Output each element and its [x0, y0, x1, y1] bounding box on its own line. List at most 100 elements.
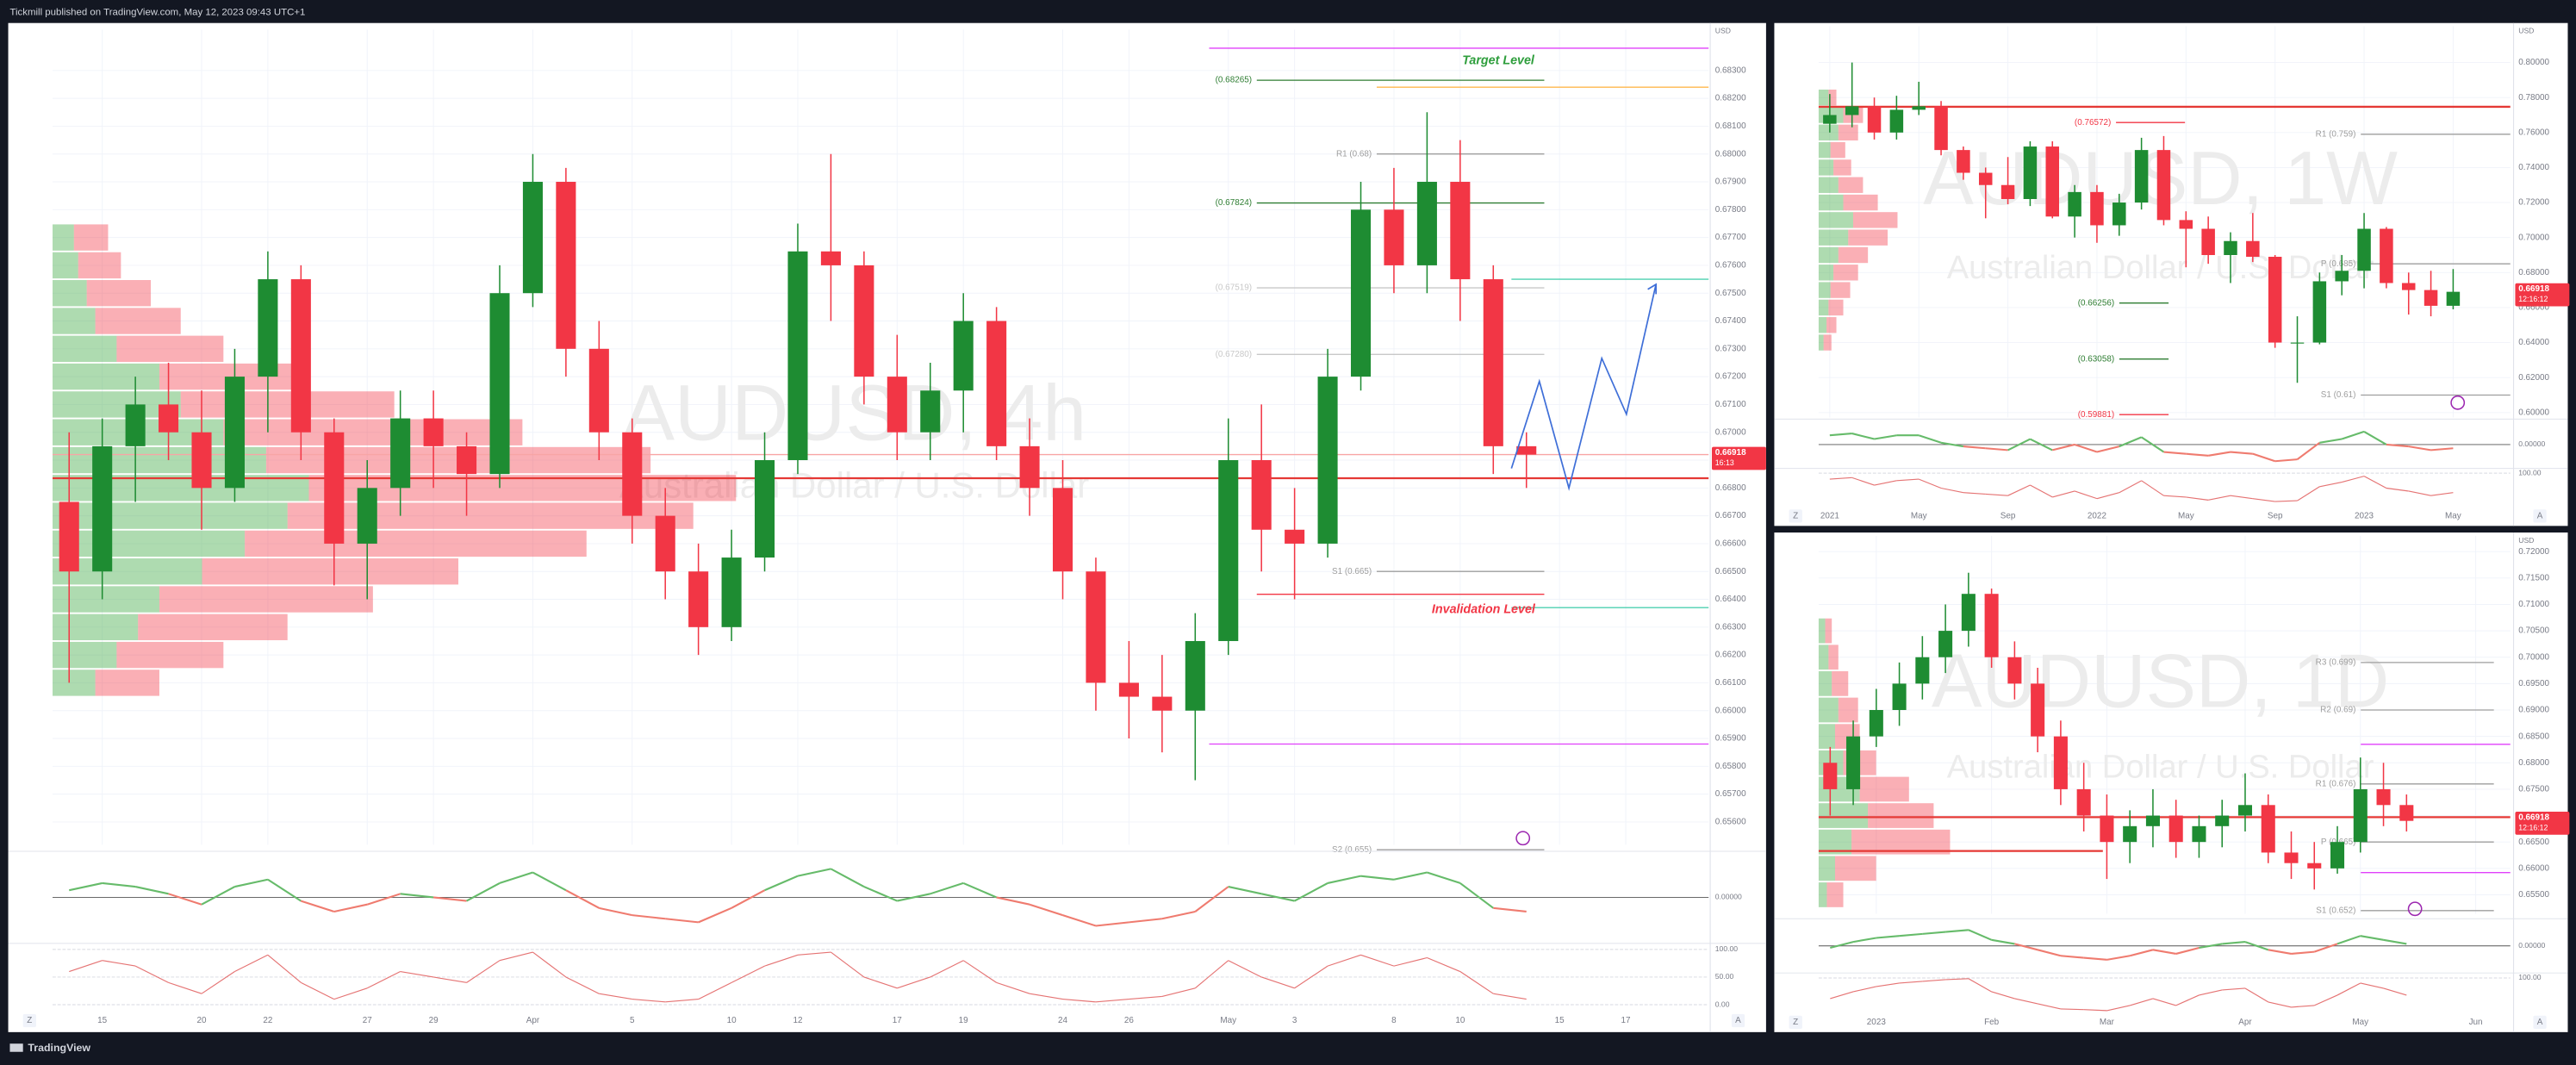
- stochastic-segment: [2014, 998, 2038, 1005]
- z-button[interactable]: [1789, 509, 1802, 523]
- profile-buy: [1818, 334, 1824, 351]
- candle-body: [1251, 460, 1272, 530]
- stochastic-segment: [1985, 493, 2008, 496]
- y-tick-label: 0.68000: [2518, 758, 2549, 768]
- publish-header: Tickmill published on TradingView.com, M…: [9, 7, 305, 17]
- z-button[interactable]: [22, 1013, 36, 1028]
- x-tick-label: 2023: [2355, 512, 2374, 521]
- profile-sell: [73, 224, 109, 251]
- chart-panel: USD0.655000.660000.665000.670000.675000.…: [1774, 532, 2570, 1032]
- candle-body: [2353, 788, 2368, 843]
- y-tick-label: 0.68000: [2518, 268, 2549, 277]
- oscillator-segment: [532, 871, 567, 892]
- candle-body: [2446, 291, 2461, 306]
- oscillator-segment: [962, 881, 998, 899]
- oscillator-segment: [1228, 886, 1262, 895]
- profile-buy: [1818, 177, 1839, 193]
- stochastic-segment: [400, 970, 434, 978]
- candle-body: [2246, 240, 2260, 258]
- alert-icon[interactable]: [1515, 831, 1531, 846]
- x-tick-label: 2022: [2088, 512, 2107, 521]
- alert-icon[interactable]: [2407, 901, 2423, 917]
- oscillator-segment: [2163, 451, 2187, 455]
- oscillator-segment: [1851, 433, 1875, 440]
- a-button[interactable]: [2533, 1015, 2547, 1030]
- oscillator-segment: [2083, 956, 2107, 961]
- z-button[interactable]: [1789, 1015, 1802, 1030]
- oscillator-segment: [2313, 943, 2338, 953]
- candle-body: [1823, 115, 1837, 124]
- oscillator-segment: [2007, 438, 2031, 452]
- oscillator-segment: [1029, 903, 1063, 917]
- profile-sell: [1838, 177, 1864, 193]
- candle-body: [2237, 805, 2253, 816]
- level-label: (0.68265): [1216, 76, 1252, 85]
- oscillator-segment: [1963, 445, 1986, 450]
- y-tick-label: 0.70000: [2518, 652, 2549, 662]
- candle-body: [1912, 106, 1926, 110]
- stochastic-segment: [2152, 998, 2176, 1006]
- stochastic-segment: [2363, 476, 2387, 489]
- level-label: S1 (0.665): [1332, 567, 1372, 576]
- price-tag: [2515, 812, 2570, 835]
- candle-body: [854, 265, 874, 377]
- profile-sell: [1843, 194, 1878, 211]
- candle-body: [290, 279, 311, 433]
- profile-buy: [1818, 645, 1829, 670]
- profile-sell: [1826, 317, 1837, 333]
- stochastic-segment: [466, 960, 501, 983]
- y-tick-label: 0.67300: [1715, 344, 1746, 353]
- candle-body: [588, 348, 609, 433]
- profile-sell: [1838, 697, 1858, 723]
- oscillator-segment: [2175, 947, 2200, 955]
- y-tick-label: 0.67900: [1715, 178, 1746, 187]
- oscillator-segment: [1829, 433, 1852, 437]
- oscillator-segment: [134, 886, 169, 895]
- stochastic-segment: [2119, 480, 2142, 494]
- y-tick-label: 0.65600: [1715, 818, 1746, 827]
- oscillator-segment: [2119, 436, 2143, 448]
- oscillator-segment: [2096, 445, 2120, 453]
- candle-body: [2401, 283, 2416, 290]
- oscillator-segment: [2037, 949, 2062, 957]
- profile-buy: [53, 252, 78, 279]
- a-button[interactable]: [1731, 1013, 1745, 1028]
- stochastic-segment: [665, 999, 699, 1003]
- candle-body: [2007, 657, 2022, 684]
- stochastic-segment: [2244, 987, 2269, 1003]
- pane-tick-label: 100.00: [2518, 973, 2541, 981]
- profile-buy: [1818, 803, 1869, 828]
- oscillator-segment: [102, 881, 136, 888]
- y-tick-label: 0.62000: [2518, 373, 2549, 383]
- candle-body: [1218, 460, 1239, 641]
- candle-body: [1823, 763, 1838, 789]
- stochastic-segment: [2268, 1001, 2292, 1008]
- a-button[interactable]: [2533, 509, 2547, 523]
- stochastic-segment: [499, 951, 533, 962]
- candle-body: [92, 445, 113, 572]
- profile-sell: [1828, 89, 1837, 106]
- candle-body: [2053, 736, 2068, 789]
- pane-tick-label: 100.00: [1715, 944, 1738, 953]
- charts: USD 0.65600 0.65700 0.65800 0.65900 0.66000 0.…: [8, 22, 2570, 1032]
- oscillator-segment: [2230, 451, 2253, 455]
- alert-icon[interactable]: [2450, 395, 2466, 410]
- oscillator-segment: [2274, 458, 2298, 463]
- logo: [9, 1043, 23, 1052]
- pane-tick-label: 0.00000: [1715, 893, 1742, 901]
- candle-body: [688, 571, 709, 627]
- y-tick-label: 0.70000: [2518, 233, 2549, 242]
- price-tag-countdown: 12:16:12: [2518, 823, 2548, 831]
- stochastic-segment: [69, 960, 103, 973]
- stochastic-segment: [1945, 978, 1969, 981]
- stochastic-segment: [1922, 979, 1946, 982]
- stochastic-segment: [1963, 492, 1986, 495]
- candle-body: [2357, 228, 2371, 271]
- chart-panel: USD 0.60000 0.62000 0.64000 0.66000 0.68000 0.…: [1774, 22, 2570, 526]
- oscillator-segment: [1459, 882, 1494, 909]
- profile-buy: [1818, 618, 1826, 644]
- y-tick-label: 0.66000: [2518, 303, 2549, 313]
- oscillator-segment: [1260, 893, 1295, 902]
- stochastic-segment: [930, 960, 964, 978]
- x-tick-label: 5: [630, 1016, 635, 1025]
